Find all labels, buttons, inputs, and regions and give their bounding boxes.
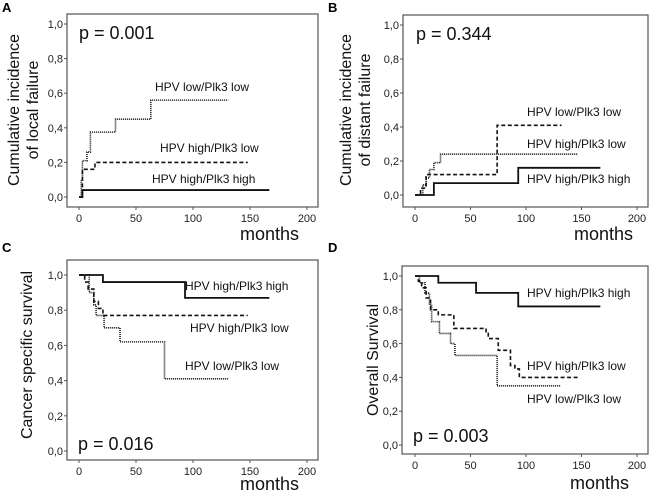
survival-curve-hpv-high-plk3-high xyxy=(79,274,270,299)
survival-curve-hpv-high-plk3-high xyxy=(415,275,601,308)
x-tick-label: 150 xyxy=(241,466,259,478)
x-tick-label: 200 xyxy=(628,460,646,472)
x-tick-label: 100 xyxy=(184,466,202,478)
panel-letter: B xyxy=(328,0,337,15)
x-axis-title: months xyxy=(574,224,633,244)
series-label: HPV low/Plk3 low xyxy=(527,392,621,406)
y-tick-label: 0,4 xyxy=(383,372,398,384)
y-tick-label: 0,6 xyxy=(384,88,399,100)
plot-frame xyxy=(401,265,649,455)
x-axis-title: months xyxy=(240,224,299,244)
x-tick-label: 100 xyxy=(517,213,535,225)
panel-d: Overall Survival p = 0.003 HPV high/Plk3… xyxy=(365,286,630,493)
x-tick-label: 200 xyxy=(628,213,646,225)
x-tick-label: 100 xyxy=(184,213,202,225)
y-tick-label: 0,8 xyxy=(384,54,399,66)
y-axis-title: Cumulative incidence xyxy=(338,34,355,186)
x-tick-label: 50 xyxy=(130,466,142,478)
panel-letter: C xyxy=(2,240,12,255)
series-label: HPV low/Plk3 low xyxy=(527,105,621,119)
y-tick-label: 0,4 xyxy=(384,122,399,134)
y-tick-label: 0,0 xyxy=(384,190,399,202)
y-axis-title: of local failure xyxy=(25,61,42,160)
y-axis-title: Overall Survival xyxy=(365,304,382,416)
x-tick-label: 150 xyxy=(572,460,590,472)
x-tick-label: 50 xyxy=(464,460,476,472)
y-tick-label: 0,2 xyxy=(48,157,63,169)
y-tick-label: 1,0 xyxy=(48,270,63,282)
x-tick-label: 200 xyxy=(298,466,316,478)
panel-letter: A xyxy=(2,0,12,15)
y-tick-label: 0,2 xyxy=(383,406,398,418)
series-label: HPV high/Plk3 low xyxy=(527,137,626,151)
series-label: HPV high/Plk3 high xyxy=(527,172,630,186)
y-tick-label: 0,0 xyxy=(48,446,63,458)
series-label: HPV low/Plk3 low xyxy=(185,359,279,373)
y-tick-label: 1,0 xyxy=(48,19,63,31)
series-label: HPV high/Plk3 high xyxy=(185,279,288,293)
x-tick-label: 0 xyxy=(76,466,82,478)
x-axis-title: months xyxy=(570,473,629,493)
series-label: HPV low/Plk3 low xyxy=(155,80,249,94)
survival-curve-hpv-high-plk3-high xyxy=(79,189,270,198)
p-value: p = 0.003 xyxy=(413,426,489,446)
series-label: HPV high/Plk3 low xyxy=(190,321,289,335)
y-tick-label: 0,6 xyxy=(383,339,398,351)
series-label: HPV high/Plk3 high xyxy=(527,286,630,300)
p-value: p = 0.016 xyxy=(78,434,154,454)
y-tick-label: 0,2 xyxy=(384,156,399,168)
x-tick-label: 150 xyxy=(572,213,590,225)
panel-c: Cancer specific survival p = 0.016 HPV h… xyxy=(19,271,299,494)
y-tick-label: 0,2 xyxy=(48,411,63,423)
survival-curve-hpv-high-plk3-low xyxy=(415,153,579,196)
series-label: HPV high/Plk3 low xyxy=(527,359,626,373)
survival-curve-hpv-high-plk3-low xyxy=(415,275,580,379)
x-tick-label: 150 xyxy=(241,213,259,225)
y-axis-title: Cumulative incidence xyxy=(6,34,23,186)
survival-curve-hpv-low-plk3-low xyxy=(415,124,562,196)
series-label: HPV high/Plk3 high xyxy=(152,172,255,186)
survival-curve-hpv-low-plk3-low xyxy=(79,99,229,198)
x-tick-label: 200 xyxy=(298,213,316,225)
y-tick-label: 0,6 xyxy=(48,88,63,100)
y-tick-label: 0,8 xyxy=(383,305,398,317)
y-tick-label: 0,4 xyxy=(48,123,63,135)
x-tick-label: 50 xyxy=(130,213,142,225)
survival-curve-hpv-high-plk3-low xyxy=(79,274,248,317)
survival-curve-hpv-low-plk3-low xyxy=(79,274,229,380)
x-tick-label: 0 xyxy=(76,213,82,225)
y-tick-label: 0,6 xyxy=(48,340,63,352)
y-tick-label: 0,0 xyxy=(48,192,63,204)
panel-b: Cumulative incidence of distant failure … xyxy=(338,24,633,244)
p-value: p = 0.344 xyxy=(416,24,492,44)
y-tick-label: 1,0 xyxy=(384,20,399,32)
y-tick-label: 0,0 xyxy=(383,440,398,452)
series-label: HPV high/Plk3 low xyxy=(160,141,259,155)
y-tick-label: 0,4 xyxy=(48,376,63,388)
survival-curve-hpv-high-plk3-high xyxy=(415,166,601,196)
x-tick-label: 0 xyxy=(412,460,418,472)
y-tick-label: 0,8 xyxy=(48,305,63,317)
x-tick-label: 50 xyxy=(464,213,476,225)
panel-a: Cumulative incidence of local failure p … xyxy=(6,23,299,244)
p-value: p = 0.001 xyxy=(79,23,155,43)
x-tick-label: 100 xyxy=(517,460,535,472)
survival-curve-hpv-low-plk3-low xyxy=(415,275,561,387)
y-axis-title: Cancer specific survival xyxy=(19,271,36,439)
x-axis-title: months xyxy=(240,474,299,494)
y-axis-title: of distant failure xyxy=(357,53,374,166)
y-tick-label: 0,8 xyxy=(48,54,63,66)
panel-letter: D xyxy=(328,240,337,255)
x-tick-label: 0 xyxy=(412,213,418,225)
y-tick-label: 1,0 xyxy=(383,271,398,283)
